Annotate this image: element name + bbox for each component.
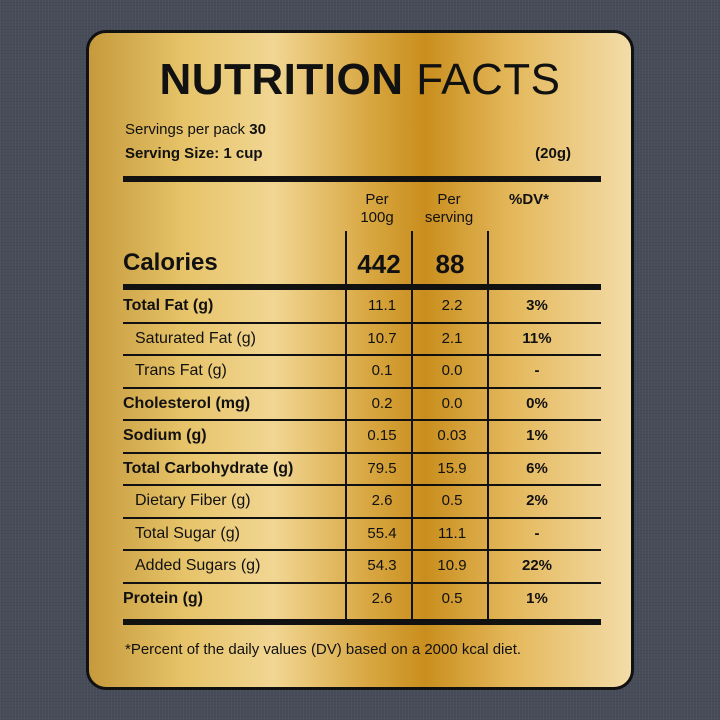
nutrient-per100: 0.2 [371,394,393,412]
nutrient-per100: 55.4 [367,524,397,542]
calories-perserving: 88 [435,249,465,279]
nutrient-name: Cholesterol (mg) [123,394,251,412]
divider-col1 [345,290,347,620]
nutrient-dv: - [534,362,540,379]
servings-per-pack: Servings per pack 30 [125,121,266,138]
divider-col1-top [345,231,347,285]
divider-col3 [487,290,489,620]
nutrient-perserving: 0.0 [441,362,463,379]
nutrient-name: Saturated Fat (g) [135,329,256,347]
nutrient-dv: 22% [521,557,553,574]
calories-label: Calories [123,249,218,276]
nutrient-name: Trans Fat (g) [135,362,227,379]
nutrient-name: Dietary Fiber (g) [135,492,251,509]
top-thick-rule [123,176,601,182]
nutrient-dv: 1% [526,589,548,607]
nutrient-dv: - [534,524,540,542]
row-divider [123,354,601,356]
row-divider [123,581,601,584]
row-divider [123,386,601,389]
nutrient-name: Total Carbohydrate (g) [123,459,294,477]
nutrient-perserving: 2.1 [441,329,463,347]
nutrient-name: Sodium (g) [123,427,207,444]
nutrient-row: Total Carbohydrate (g) 79.5 15.9 6% [123,453,601,486]
col-head-per100: Per 100g [345,191,409,227]
nutrient-per100: 11.1 [367,297,397,314]
row-divider [123,321,601,324]
calories-per100: 442 [357,249,401,279]
nutrient-row: Total Fat (g) 11.1 2.2 3% [123,290,601,324]
nutrient-row: Dietary Fiber (g) 2.6 0.5 2% [123,485,601,519]
nutrient-dv: 0% [526,394,548,412]
nutrient-perserving: 11.1 [437,524,467,542]
servings-value: 30 [249,121,266,138]
col-head-perserving-line1: Per [437,191,461,208]
nutrient-name: Total Sugar (g) [135,524,240,542]
divider-col2-top [411,231,413,285]
bottom-thick-rule [123,619,601,625]
serving-size: Serving Size: 1 cup [125,145,263,162]
nutrient-row: Sodium (g) 0.15 0.03 1% [123,420,601,454]
nutrient-dv: 6% [526,459,548,477]
serving-grams: (20g) [535,145,571,162]
col-head-per100-line1: Per [365,191,389,208]
nutrient-dv: 2% [526,492,548,509]
nutrient-perserving: 10.9 [437,557,467,574]
title-light: FACTS [416,55,561,104]
calories-thick-rule [123,284,601,290]
row-divider [123,516,601,519]
nutrient-dv: 3% [526,297,548,314]
footnote: *Percent of the daily values (DV) based … [125,641,522,658]
divider-col3-top [487,231,489,285]
nutrient-perserving: 15.9 [437,459,467,477]
nutrient-perserving: 0.5 [441,492,463,509]
nutrient-row: Trans Fat (g) 0.1 0.0 - [123,355,601,389]
nutrient-name: Protein (g) [123,589,203,607]
title-bold: NUTRITION [159,55,404,104]
nutrient-per100: 54.3 [367,557,397,574]
nutrient-per100: 10.7 [367,329,397,347]
nutrient-dv: 11% [522,329,552,347]
col-head-perserving-line2: serving [424,209,474,226]
row-divider [123,484,601,486]
nutrient-perserving: 2.2 [441,297,463,314]
col-head-dv: %DV* [509,191,550,208]
row-divider [123,419,601,421]
nutrient-per100: 79.5 [367,459,397,477]
nutrient-dv: 1% [526,427,548,444]
row-divider [123,549,601,551]
nutrient-row: Protein (g) 2.6 0.5 1% [123,583,601,615]
col-head-per100-line2: 100g [360,209,394,226]
servings-label: Servings per pack [125,121,246,138]
nutrient-perserving: 0.5 [441,589,463,607]
nutrient-per100: 2.6 [371,589,393,607]
label-title: NUTRITION FACTS [89,55,631,105]
nutrient-perserving: 0.03 [437,427,467,444]
nutrient-row: Saturated Fat (g) 10.7 2.1 11% [123,323,601,356]
nutrient-row: Added Sugars (g) 54.3 10.9 22% [123,550,601,584]
row-divider [123,451,601,454]
nutrition-label: NUTRITION FACTS Servings per pack 30 Ser… [86,30,634,690]
col-head-perserving: Per serving [411,191,487,227]
nutrient-row: Total Sugar (g) 55.4 11.1 - [123,518,601,551]
divider-col2 [411,290,413,620]
nutrient-perserving: 0.0 [441,394,463,412]
nutrient-per100: 0.15 [367,427,397,444]
nutrient-per100: 2.6 [371,492,393,509]
nutrient-name: Added Sugars (g) [135,557,261,574]
nutrient-per100: 0.1 [371,362,393,379]
nutrient-row: Cholesterol (mg) 0.2 0.0 0% [123,388,601,421]
nutrient-name: Total Fat (g) [123,297,214,314]
